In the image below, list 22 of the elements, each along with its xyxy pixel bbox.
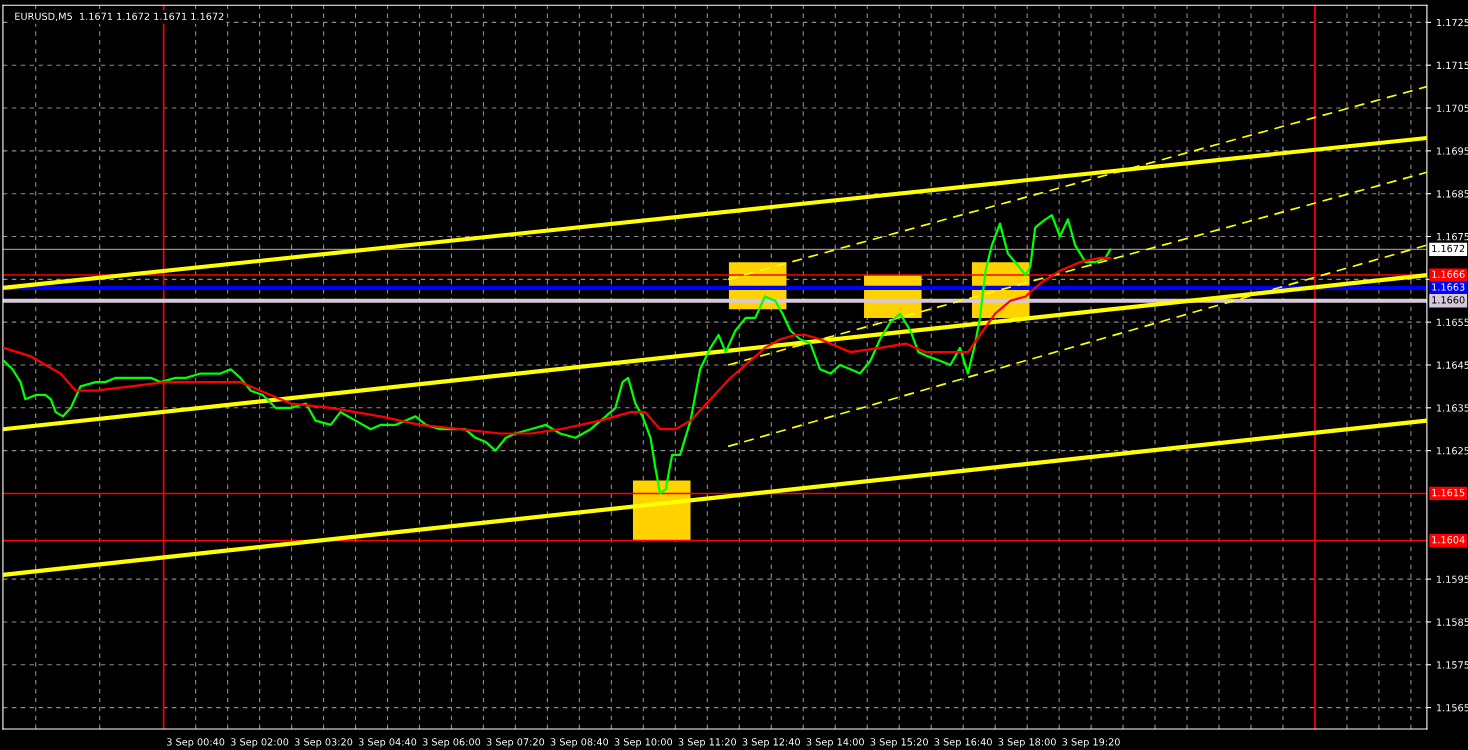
x-tick-label: 3 Sep 04:40 xyxy=(358,738,417,748)
ref-line-label: 1.1666 xyxy=(1432,270,1465,278)
x-tick-label: 3 Sep 02:00 xyxy=(230,738,289,748)
ref-line-label: 1.1604 xyxy=(1432,536,1465,544)
x-tick-label: 3 Sep 11:20 xyxy=(678,738,737,748)
ref-line-label: 1.1663 xyxy=(1432,283,1465,291)
x-tick-label: 3 Sep 12:40 xyxy=(742,738,800,748)
x-tick-label: 3 Sep 19:20 xyxy=(1062,738,1120,748)
ref-line-label: 1.1615 xyxy=(1432,488,1465,497)
x-tick-label: 3 Sep 06:00 xyxy=(422,738,481,748)
x-tick-label: 3 Sep 00:40 xyxy=(167,738,225,748)
text: EURUSD,M5 1.1671 1.1672 1.1671 1.1672 xyxy=(15,12,224,22)
x-tick-label: 3 Sep 18:00 xyxy=(998,738,1056,748)
x-tick-label: 3 Sep 15:20 xyxy=(870,738,928,748)
ref-line-label: 1.1672 xyxy=(1432,244,1465,253)
ref-line-label: 1.1660 xyxy=(1432,296,1465,304)
x-tick-label: 3 Sep 08:40 xyxy=(550,738,609,748)
x-tick-label: 3 Sep 07:20 xyxy=(486,738,545,748)
x-tick-label: 3 Sep 10:00 xyxy=(614,738,673,748)
x-tick-label: 3 Sep 03:20 xyxy=(294,738,353,748)
x-tick-label: 3 Sep 16:40 xyxy=(934,738,992,748)
x-tick-label: 3 Sep 14:00 xyxy=(806,738,864,748)
